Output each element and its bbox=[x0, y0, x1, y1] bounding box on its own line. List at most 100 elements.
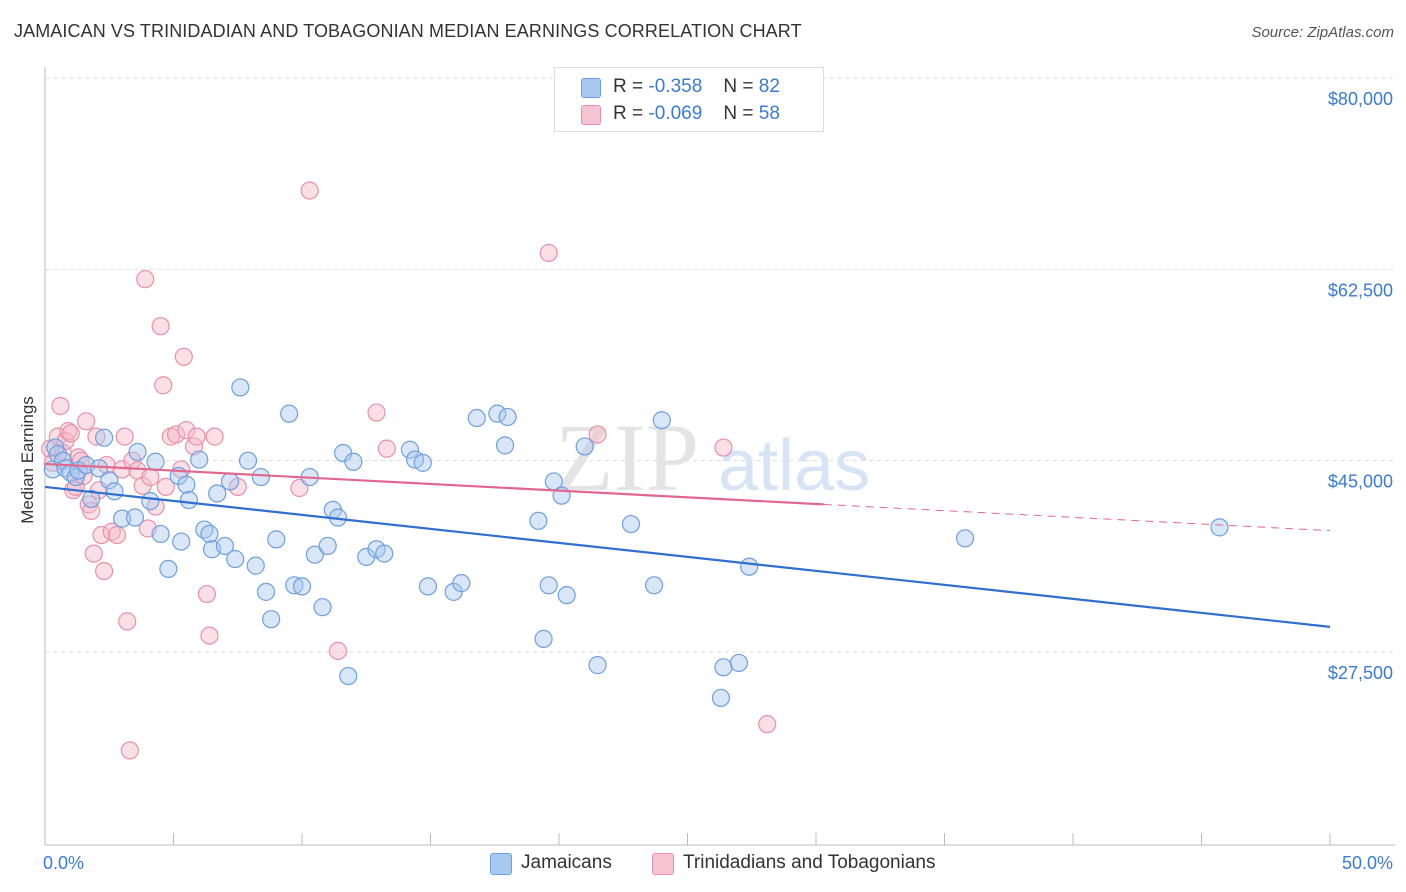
bottom-legend-swatch-blue bbox=[490, 853, 512, 875]
jamaican-point bbox=[262, 610, 281, 629]
trinidadian-point bbox=[59, 422, 78, 441]
trinidadian-point bbox=[166, 425, 186, 444]
jamaican-point bbox=[529, 511, 548, 530]
trinidadian-point bbox=[205, 427, 224, 446]
jamaican-point bbox=[534, 629, 553, 648]
jamaican-point bbox=[740, 557, 759, 576]
trinidadian-point bbox=[328, 641, 348, 661]
trinidadian-point bbox=[187, 427, 206, 446]
jamaican-point bbox=[621, 514, 641, 534]
trinidadian-point bbox=[197, 584, 217, 604]
trinidadian-point bbox=[377, 439, 396, 458]
y-tick-labels: $27,500 $45,000 $62,500 $80,000 bbox=[1328, 89, 1393, 683]
jamaican-point bbox=[215, 536, 234, 556]
jamaican-point bbox=[179, 490, 199, 510]
jamaican-point bbox=[238, 451, 258, 470]
jamaican-point bbox=[305, 545, 324, 564]
trinidadian-point bbox=[714, 438, 733, 457]
source-label: Source: ZipAtlas.com bbox=[1251, 24, 1394, 41]
jamaican-point bbox=[418, 577, 438, 596]
jamaican-point bbox=[251, 467, 270, 487]
trinidadian-point bbox=[539, 243, 558, 263]
trinidadian-point bbox=[141, 467, 160, 487]
jamaican-point bbox=[413, 453, 432, 472]
trinidadian-point bbox=[151, 317, 170, 336]
y-tick-label: $80,000 bbox=[1328, 89, 1393, 109]
jamaican-point bbox=[100, 471, 119, 490]
trinidadian-point bbox=[177, 420, 196, 440]
jamaican-point bbox=[246, 556, 265, 575]
jamaican-point bbox=[452, 574, 471, 593]
jamaican-point bbox=[190, 450, 209, 469]
jamaican-point bbox=[226, 549, 245, 569]
trinidadian-point bbox=[174, 347, 193, 366]
jamaican-point bbox=[95, 428, 114, 447]
jamaican-point bbox=[208, 484, 227, 503]
jamaican-point bbox=[89, 459, 109, 478]
x-tick-label: 50.0% bbox=[1342, 853, 1393, 873]
jamaican-point bbox=[105, 482, 124, 501]
jamaican-point bbox=[172, 532, 191, 551]
jamaican-point bbox=[575, 437, 594, 456]
legend-n-value: 82 bbox=[758, 76, 780, 97]
trinidadian-point bbox=[154, 376, 173, 395]
trend-line-jamaicans bbox=[44, 485, 1331, 628]
trinidadian-point bbox=[136, 270, 155, 289]
x-tick-label: 0.0% bbox=[43, 853, 84, 873]
legend-swatch-blue bbox=[581, 78, 601, 98]
watermark: ZIP atlas bbox=[555, 404, 870, 511]
trinidadian-point bbox=[102, 522, 121, 541]
jamaican-point bbox=[292, 577, 312, 596]
y-tick-label: $27,500 bbox=[1328, 663, 1393, 683]
jamaican-point bbox=[267, 530, 286, 549]
jamaican-point bbox=[955, 529, 975, 548]
trinidadian-point bbox=[200, 626, 219, 645]
jamaican-point bbox=[711, 688, 731, 708]
trinidadian-point bbox=[61, 424, 80, 443]
jamaican-point bbox=[200, 524, 219, 544]
jamaican-point bbox=[125, 508, 145, 527]
legend-r-value: -0.069 bbox=[648, 103, 703, 124]
bottom-legend-label: Jamaicans bbox=[521, 852, 612, 873]
y-axis-title: Median Earnings bbox=[18, 396, 37, 524]
jamaican-point bbox=[495, 436, 515, 455]
jamaican-point bbox=[729, 653, 749, 673]
x-tick-labels: 0.0% 50.0% bbox=[43, 853, 1393, 873]
jamaican-point bbox=[141, 492, 160, 511]
legend-n-label: N = bbox=[723, 76, 754, 97]
legend-n-label: N = bbox=[723, 103, 754, 124]
jamaican-point bbox=[375, 544, 394, 563]
trend-line-trinidadians bbox=[44, 462, 824, 506]
trend-line-trinidadians-extension bbox=[823, 503, 1331, 532]
jamaican-point bbox=[313, 598, 332, 617]
jamaican-point bbox=[82, 489, 101, 509]
jamaican-point bbox=[231, 378, 250, 397]
trinidadian-point bbox=[107, 525, 127, 545]
trinidadian-point bbox=[84, 544, 103, 563]
jamaican-point bbox=[256, 582, 276, 601]
jamaican-point bbox=[151, 524, 170, 544]
chart-title: JAMAICAN VS TRINIDADIAN AND TOBAGONIAN M… bbox=[14, 21, 802, 41]
trinidadian-point bbox=[367, 403, 386, 422]
trinidadian-point bbox=[95, 561, 114, 581]
trinidadian-point bbox=[77, 412, 96, 431]
y-tick-label: $45,000 bbox=[1328, 472, 1393, 492]
jamaican-point bbox=[539, 576, 558, 595]
trend-lines bbox=[44, 462, 1331, 628]
jamaican-point bbox=[159, 559, 178, 579]
trinidadian-point bbox=[120, 741, 139, 760]
trinidadian-point bbox=[300, 181, 319, 200]
trinidadian-point bbox=[87, 427, 106, 446]
trinidadian-point bbox=[758, 715, 777, 734]
y-tick-label: $62,500 bbox=[1328, 280, 1393, 300]
trinidadian-point bbox=[115, 427, 134, 446]
jamaican-point bbox=[467, 408, 486, 428]
watermark-atlas: atlas bbox=[718, 426, 870, 506]
jamaican-point bbox=[400, 440, 420, 459]
trinidadian-point bbox=[118, 612, 137, 631]
jamaican-point bbox=[644, 576, 664, 595]
jamaican-point bbox=[285, 576, 304, 595]
jamaican-point bbox=[146, 452, 165, 471]
jamaican-point bbox=[339, 666, 358, 686]
